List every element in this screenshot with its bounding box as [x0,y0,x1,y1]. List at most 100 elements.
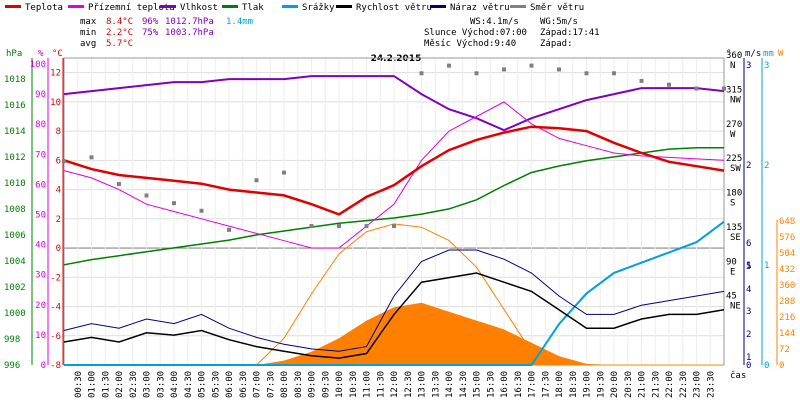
axis-dir-tick: 315 [726,85,742,95]
legend-swatch [68,5,84,8]
x-tick: 15:30 [486,371,496,398]
stat-min-pressure: 1003.7hPa [165,28,214,38]
axis-pct-tick: 90 [35,90,46,100]
x-tick: 09:00 [308,371,318,398]
stat-min-humidity: 75% [142,28,159,38]
series-temperature [63,125,725,216]
x-tick: 08:00 [280,371,290,398]
series-wind-direction-point [639,78,644,83]
stat-max-label: max [80,17,97,27]
axis-hpa-tick: 1006 [4,231,26,241]
legend-label: Směr větru [530,3,584,13]
axis-w-tick: 72 [779,345,790,355]
axis-ms-label: m/s [745,49,761,59]
axis-w-tick: 504 [779,249,795,259]
axis-ms-tick: 1 [746,353,751,363]
axis-mm-label: mm [763,49,774,59]
series-wind-direction-point [144,193,149,198]
x-tick: 07:00 [253,371,263,398]
series-wind-direction-point [62,159,66,164]
axis-dir-tick: 45 [726,292,737,302]
series-wind-direction-point [172,201,176,206]
series-wind-direction-point [612,71,616,76]
axis-dir-tick: 270 [726,120,742,130]
axis-hpa-tick: 1002 [4,283,26,293]
axis-hpa-tick: 1010 [4,179,26,189]
axis-w-tick: 144 [779,329,795,339]
x-tick: 19:00 [583,371,593,398]
axis-w-tick: 432 [779,265,795,275]
x-tick: 05:30 [211,371,221,398]
chart-title: 24.2.2015 [371,54,422,64]
series-wind-direction-point [337,224,341,229]
axis-ms-tick: 4 [746,285,751,295]
info-ws: WS:4.1m/s [470,17,519,27]
series-wind-direction-point [254,178,259,183]
stat-max-humidity: 96% [142,17,159,27]
stat-min-temp: 2.2°C [106,28,133,38]
series-rain [64,220,725,366]
series-humidity [63,75,725,132]
series-wind-direction-point [447,63,451,68]
stat-max-temp: 8.4°C [106,17,133,27]
series-wind-direction-point [694,86,699,91]
legend-label: Přízemní teplota [88,3,175,13]
series-wind-direction-point [557,67,561,72]
axis-hpa-tick: 1000 [4,309,26,319]
axis-degc-tick: 12 [50,69,61,79]
legend-label: Rychlost větru [356,3,432,13]
x-tick: 17:30 [541,371,551,398]
legend-label: Vlhkost [180,3,218,13]
axis-degc-tick: 4 [56,186,61,196]
axis-w-label: W [778,49,784,59]
axis-dir-tick: 180 [726,189,742,199]
stat-min-label: min [80,28,96,38]
legend-swatch [282,5,298,8]
series-ground-temperature [63,101,725,249]
axis-ms-tick: 6 [746,239,751,249]
axis-w-tick: 576 [779,233,795,243]
axis-dir-compass: W [730,130,736,140]
legend-label: Náraz větru [450,3,510,13]
series-wind-direction-point [667,82,671,87]
x-tick: 15:00 [473,371,483,398]
axis-dir-tick: 135 [726,223,742,233]
info-moon-set: Západ: [540,39,573,49]
x-tick: 18:00 [555,371,565,398]
legend-swatch [5,5,21,8]
series-wind-speed [63,272,725,359]
axis-pct-tick: 70 [35,150,46,160]
axis-hpa-tick: 996 [4,361,20,371]
axis-degc-tick: 6 [56,156,61,166]
axis-ms-tick: 3 [746,61,751,71]
axis-pct-tick: 50 [35,211,46,221]
x-tick: 05:00 [198,371,208,398]
x-tick: 11:00 [363,371,373,398]
x-tick: 21:30 [651,371,661,398]
axis-w-tick: 648 [779,217,795,227]
axis-degc-tick: 0 [56,244,61,254]
axis-dir-tick: 360 [726,51,742,61]
x-tick: 03:30 [156,371,166,398]
x-tick: 20:00 [610,371,620,398]
legend-label: Tlak [242,3,264,13]
axis-hpa-label: hPa [6,49,22,59]
series-wind-gust [63,249,725,352]
x-tick: 01:00 [88,371,98,398]
axis-dir-compass: S [730,199,735,209]
series-wind-direction-point [309,224,314,229]
info-moon-rise: Měsíc Východ:9:40 [424,39,516,49]
axis-w-tick: 0 [779,361,784,371]
series-wind-direction-point [199,208,204,213]
x-tick: 10:30 [349,371,359,398]
axis-dir-compass: SW [730,164,741,174]
series-solar-radiation [64,302,724,365]
axis-dir-label: ° [726,49,731,59]
x-tick: 01:30 [101,371,111,398]
axis-pct-tick: 0 [41,361,46,371]
x-tick: 06:00 [225,371,235,398]
axis-mm-tick: 2 [764,161,769,171]
axis-pct-tick: 30 [35,271,46,281]
axis-dir-tick: 90 [726,257,737,267]
